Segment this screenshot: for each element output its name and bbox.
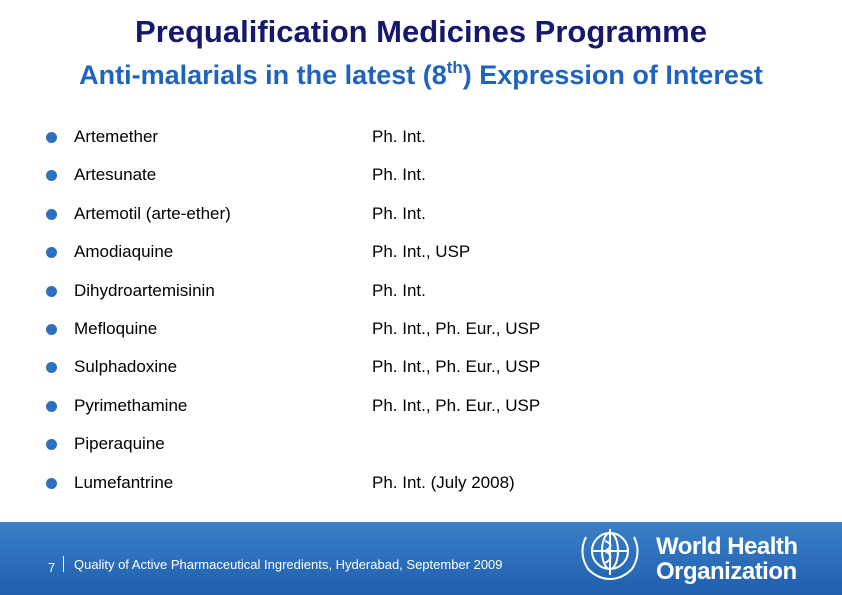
list-item: Piperaquine [0,433,842,457]
superscript: th [446,58,463,77]
bullet [46,477,57,489]
bullet [46,362,57,374]
item-name: Sulphadoxine [74,357,178,377]
item-standard: Ph. Int., Ph. Eur., USP [372,357,541,377]
item-standard: Ph. Int. [372,127,426,146]
item-name: Pyrimethamine [74,395,188,415]
footer-band [0,522,842,595]
logo-text: World Health [656,533,798,560]
list-item: Artemether Ph. Int. [0,126,842,150]
item-name: Amodiaquine [74,242,174,262]
item-standard: Ph. Int. [372,165,426,185]
bullet [46,170,57,182]
list-item: Pyrimethamine Ph. Int., Ph. Eur., USP [0,395,842,419]
item-name: Artesunate [74,165,157,185]
item-name: Artemotil (arte-ether) [74,203,231,223]
item-name: Dihydroartemisinin [74,280,215,300]
footer-text: Quality of Active Pharmaceutical Ingredi… [74,557,503,572]
item-standard: Ph. Int. [372,203,426,223]
subtitle: Anti-malarials in the latest (8th) Expre… [0,58,842,91]
list-item: Mefloquine Ph. Int., Ph. Eur., USP [0,318,842,342]
subtitle-text: Anti-malarials in the latest (8 [79,60,447,90]
bullet [46,208,57,220]
list-item: Sulphadoxine Ph. Int., Ph. Eur., USP [0,356,842,380]
bullet [46,324,57,335]
item-standard: Ph. Int., Ph. Eur., USP [372,395,541,415]
item-name: Mefloquine [74,319,158,338]
item-standard: Ph. Int. [372,280,426,300]
bullet [46,247,57,259]
page-number: 7 [48,560,56,575]
item-standard: Ph. Int. (July 2008) [372,472,515,492]
item-name: Piperaquine [74,434,165,454]
separator [63,556,64,572]
title: Prequalification Medicines Programme [135,14,707,49]
bullet [46,132,57,143]
list-item: Dihydroartemisinin Ph. Int. [0,280,842,304]
bullet [46,439,57,451]
list-item: Artesunate Ph. Int. [0,164,842,188]
bullet [46,285,57,297]
list-item: Amodiaquine Ph. Int., USP [0,241,842,265]
list-item: Lumefantrine Ph. Int. (July 2008) [0,472,842,496]
subtitle-text: ) Expression of Interest [462,60,763,90]
item-standard: Ph. Int., Ph. Eur., USP [372,319,541,338]
item-name: Lumefantrine [74,472,174,492]
who-emblem [581,529,639,581]
bullet [46,400,57,412]
list-item: Artemotil (arte-ether) Ph. Int. [0,203,842,227]
item-name: Artemether [74,127,159,146]
logo-text: Organization [656,558,797,585]
item-standard: Ph. Int., USP [372,242,471,262]
